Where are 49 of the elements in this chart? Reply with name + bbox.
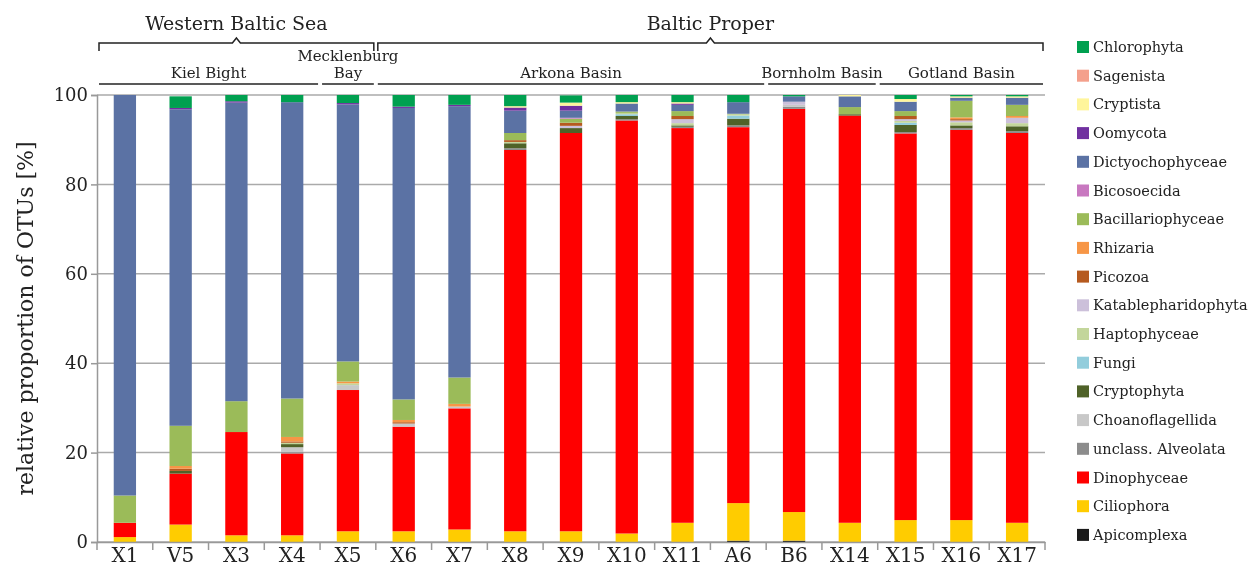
x-tick-label: V5 xyxy=(166,543,195,568)
legend-label: Bicosoecida xyxy=(1093,182,1181,199)
y-tick-label: 100 xyxy=(53,84,88,106)
x-tick-label: X8 xyxy=(501,543,529,568)
legend-label: Fungi xyxy=(1093,354,1137,371)
y-tick-label: 80 xyxy=(65,173,88,195)
text: Bornholm Basin xyxy=(761,64,884,82)
legend-label: Cryptophyta xyxy=(1093,383,1185,400)
legend-label: Sagenista xyxy=(1093,67,1166,84)
legend-label: Bacillariophyceae xyxy=(1093,211,1225,228)
x-tick-label: X7 xyxy=(445,543,473,568)
text: Baltic Proper xyxy=(646,12,776,34)
x-tick-label: X9 xyxy=(557,543,585,568)
x-tick-label: X15 xyxy=(885,543,926,568)
y-tick-label: 0 xyxy=(76,531,88,553)
y-tick-label: 60 xyxy=(65,263,88,285)
x-tick-label: X4 xyxy=(278,543,306,568)
legend-label: Ciliophora xyxy=(1093,498,1171,515)
x-tick-label: B6 xyxy=(780,543,808,568)
y-tick-label: 20 xyxy=(65,441,88,463)
x-tick-label: X14 xyxy=(829,543,870,568)
legend-label: Apicomplexa xyxy=(1092,526,1188,543)
x-tick-label: X3 xyxy=(222,543,250,568)
y-tick-label: 40 xyxy=(65,352,88,374)
text: Arkona Basin xyxy=(519,64,623,82)
x-tick-label: X5 xyxy=(334,543,362,568)
text: Western Baltic Sea xyxy=(145,12,328,34)
legend-label: unclass. Alveolata xyxy=(1093,440,1226,457)
x-tick-label: X17 xyxy=(997,543,1037,568)
legend-label: Rhizaria xyxy=(1093,239,1155,256)
x-tick-label: A6 xyxy=(723,543,752,568)
y-axis-title: relative proportion of OTUs [%] xyxy=(13,141,38,496)
text: Mecklenburg Bay xyxy=(297,47,399,82)
x-tick-label: X10 xyxy=(606,543,647,568)
text: Kiel Bight xyxy=(170,64,247,82)
text: Gotland Basin xyxy=(907,64,1016,82)
legend-label: Choanoflagellida xyxy=(1093,412,1218,429)
legend-label: Dinophyceae xyxy=(1093,469,1189,486)
legend-label: Cryptista xyxy=(1093,96,1162,113)
x-tick-label: X11 xyxy=(662,543,703,568)
legend-label: Katablepharidophyta xyxy=(1093,297,1248,314)
x-tick-label: X16 xyxy=(941,543,982,568)
legend-label: Chlorophyta xyxy=(1093,39,1185,55)
legend-label: Picozoa xyxy=(1093,268,1150,285)
x-tick-label: X6 xyxy=(390,543,418,568)
legend-label: Haptophyceae xyxy=(1093,326,1199,342)
x-tick-label: X1 xyxy=(111,543,139,568)
legend-label: Dictyochophyceae xyxy=(1093,153,1228,170)
legend-label: Oomycota xyxy=(1093,125,1168,142)
